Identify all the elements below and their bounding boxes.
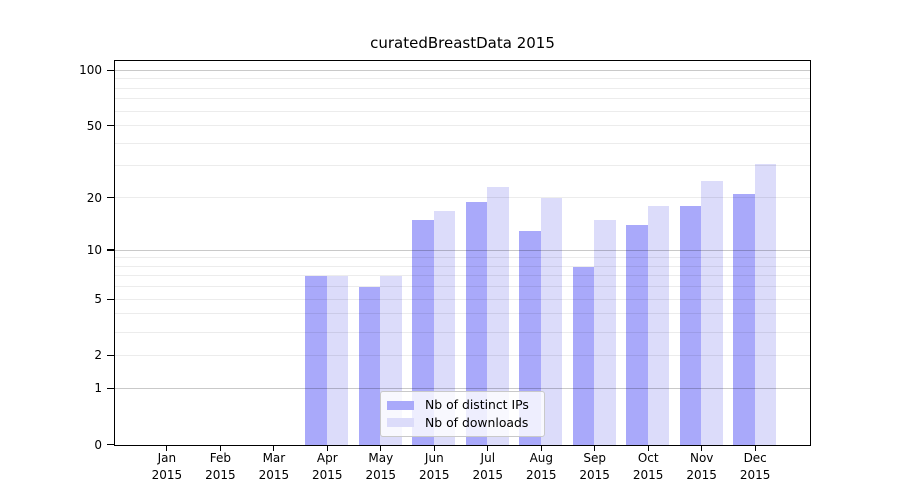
gridline-minor xyxy=(115,87,810,89)
gridline-minor xyxy=(115,125,810,126)
x-axis-tick xyxy=(219,446,221,451)
bar-distinct-ips-oct xyxy=(626,225,648,445)
legend-label: Nb of distinct IPs xyxy=(425,397,529,413)
gridline-minor xyxy=(115,197,810,198)
legend-swatch-distinct-ips xyxy=(387,400,414,411)
gridline-minor xyxy=(115,298,810,300)
y-tick-label: 50 xyxy=(86,118,102,133)
x-axis-tick xyxy=(166,446,168,451)
gridline-minor xyxy=(115,78,810,80)
legend-label: Nb of downloads xyxy=(425,414,529,430)
y-tick-label: 1 xyxy=(94,381,102,396)
x-axis-tick xyxy=(326,446,328,451)
x-tick-label: Nov 2015 xyxy=(686,451,717,482)
x-tick-label: Aug 2015 xyxy=(526,451,557,482)
x-axis-tick xyxy=(380,446,382,451)
gridline-minor xyxy=(115,110,810,112)
x-axis-tick xyxy=(487,446,489,451)
x-axis-tick xyxy=(754,446,756,451)
y-tick-label: 5 xyxy=(94,292,102,307)
gridline-minor xyxy=(115,165,810,167)
x-tick-label: Jul 2015 xyxy=(472,451,504,482)
x-axis-tick xyxy=(433,446,435,451)
bar-distinct-ips-apr xyxy=(305,276,327,445)
x-axis-tick xyxy=(701,446,703,451)
y-axis-tick xyxy=(107,298,114,300)
bar-distinct-ips-nov xyxy=(679,206,702,445)
gridline-minor xyxy=(115,275,810,277)
y-tick-label: 10 xyxy=(86,243,102,257)
gridline-major xyxy=(115,69,810,71)
legend-item: Nb of downloads xyxy=(387,414,538,430)
gridline-minor xyxy=(115,354,810,356)
x-tick-label: Mar 2015 xyxy=(258,451,290,482)
legend: Nb of distinct IPs Nb of downloads xyxy=(380,391,545,437)
y-axis-tick xyxy=(107,249,114,251)
y-axis-tick xyxy=(107,387,114,389)
gridline-minor xyxy=(115,313,810,315)
gridline-minor xyxy=(115,142,810,144)
gridline-minor xyxy=(115,331,810,333)
bar-downloads-sep xyxy=(594,220,616,445)
x-axis-tick xyxy=(540,446,542,451)
bar-downloads-jul xyxy=(487,187,509,445)
x-tick-label: Sep 2015 xyxy=(579,451,610,482)
x-tick-label: Jun 2015 xyxy=(419,451,450,482)
gridline-major xyxy=(115,387,810,389)
gridline-minor xyxy=(115,265,810,267)
y-tick-label: 0 xyxy=(94,437,102,452)
bar-distinct-ips-jun xyxy=(412,220,434,445)
y-axis-tick xyxy=(107,354,114,356)
x-tick-label: Feb 2015 xyxy=(205,451,236,482)
y-axis-tick xyxy=(107,443,114,446)
gridline-major xyxy=(115,249,810,251)
x-tick-label: Apr 2015 xyxy=(312,451,343,482)
y-tick-label: 100 xyxy=(79,63,102,78)
x-axis-tick xyxy=(647,446,649,451)
bar-downloads-apr xyxy=(326,276,349,445)
y-tick-label: 20 xyxy=(86,190,102,205)
legend-item: Nb of distinct IPs xyxy=(387,397,538,413)
x-axis-tick xyxy=(273,446,275,451)
gridline-minor xyxy=(115,257,810,259)
gridline-minor xyxy=(115,98,810,100)
x-tick-label: Jan 2015 xyxy=(151,451,183,482)
legend-swatch-downloads xyxy=(387,417,414,428)
bar-distinct-ips-dec xyxy=(733,194,755,445)
bar-distinct-ips-jul xyxy=(465,202,488,445)
chart-title: curatedBreastData 2015 xyxy=(370,34,555,52)
y-tick-label: 2 xyxy=(94,348,102,363)
bar-downloads-jun xyxy=(433,210,456,445)
plot-area xyxy=(114,60,811,446)
bar-downloads-oct xyxy=(647,206,670,445)
x-tick-label: Dec 2015 xyxy=(739,451,771,482)
bar-distinct-ips-sep xyxy=(572,266,595,445)
bar-downloads-dec xyxy=(754,163,777,445)
y-axis-tick xyxy=(107,69,114,71)
bar-distinct-ips-may xyxy=(358,287,381,445)
gridline-minor xyxy=(115,286,810,288)
bar-downloads-aug xyxy=(540,198,563,445)
x-axis-tick xyxy=(594,446,596,451)
bar-downloads-nov xyxy=(701,180,723,445)
x-tick-label: May 2015 xyxy=(365,451,397,482)
y-axis-tick xyxy=(107,196,114,199)
x-tick-label: Oct 2015 xyxy=(632,451,664,482)
y-axis-tick xyxy=(107,124,114,127)
